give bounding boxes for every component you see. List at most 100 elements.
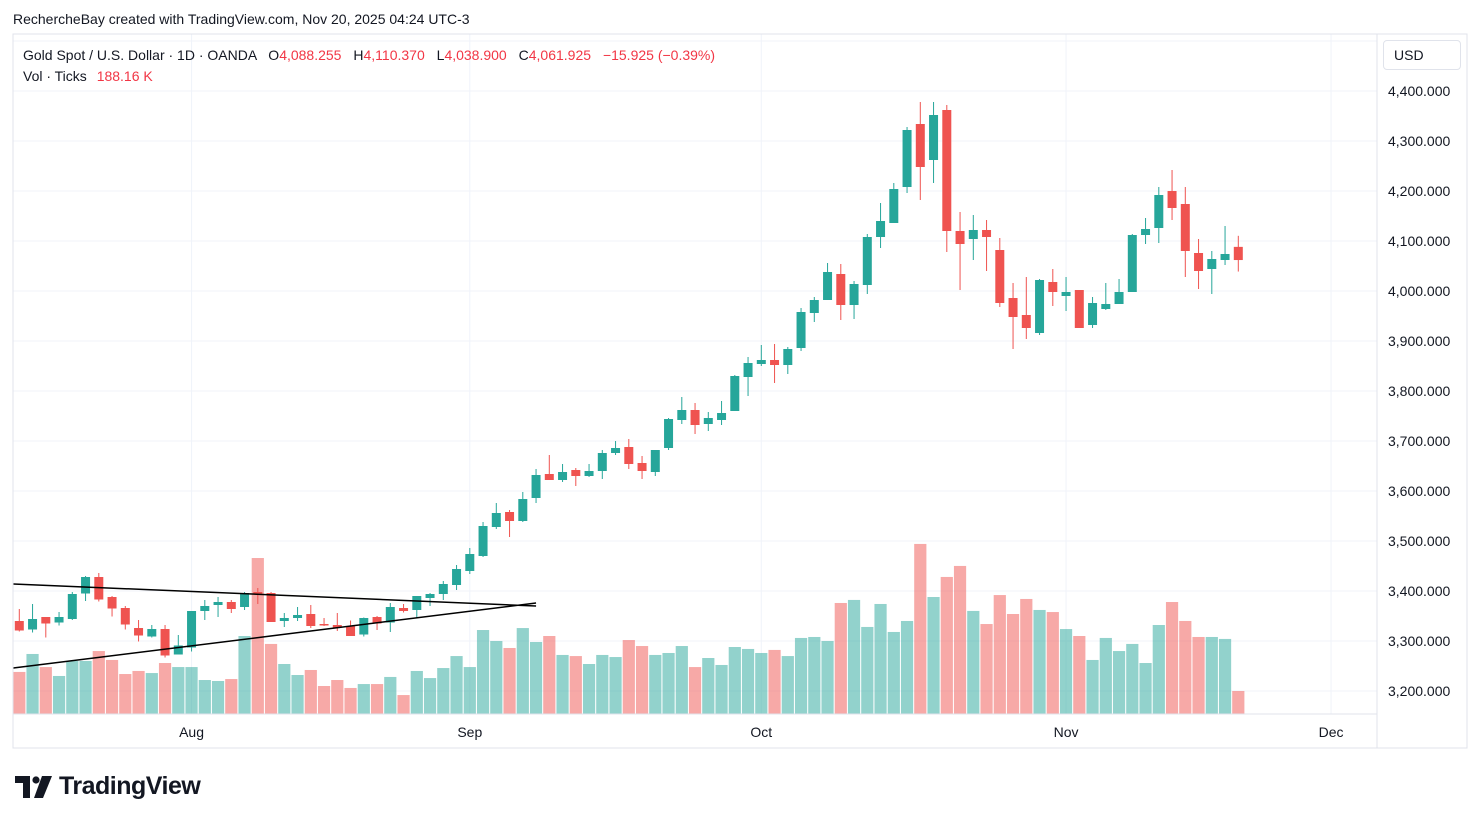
candle-body: [783, 349, 793, 365]
candle-body: [1074, 290, 1084, 328]
candle-body: [293, 615, 303, 618]
candle-body: [1141, 229, 1151, 235]
volume-bar: [1046, 612, 1059, 714]
candle-body: [359, 618, 369, 635]
candle-body: [743, 363, 753, 377]
volume-bar: [741, 648, 755, 714]
price-tick-label: 4,000.000: [1388, 283, 1450, 299]
candle-body: [809, 300, 819, 313]
candle-body: [399, 608, 409, 611]
time-tick-label: Sep: [457, 724, 482, 740]
candle-body: [120, 608, 130, 625]
candle-body: [346, 626, 356, 636]
volume-bar: [238, 636, 251, 714]
price-tick-label: 3,600.000: [1388, 483, 1450, 499]
low-label: L: [436, 47, 445, 63]
candle-body: [690, 410, 700, 425]
volume-bar: [781, 656, 794, 714]
candle-body: [1194, 253, 1204, 271]
volume-bar: [92, 651, 105, 714]
price-tick-label: 4,100.000: [1388, 233, 1450, 249]
high-value: 4,110.370: [363, 47, 425, 63]
candle-body: [14, 621, 24, 631]
candle-body: [558, 472, 568, 480]
candle-body: [531, 475, 541, 498]
volume-bar: [887, 631, 900, 714]
volume-bar: [79, 660, 92, 714]
volume-bar: [66, 660, 79, 714]
volume-bar: [1152, 625, 1165, 714]
volume-bar: [13, 671, 26, 714]
volume-bar: [808, 636, 821, 714]
chart-frame: [12, 33, 1468, 749]
legend-volume: Vol · Ticks 188.16 K: [23, 66, 715, 87]
candle-body: [478, 526, 488, 556]
tradingview-logo[interactable]: TradingView: [15, 772, 201, 801]
symbol-title[interactable]: Gold Spot / U.S. Dollar · 1D · OANDA: [23, 47, 257, 63]
candle-body: [67, 594, 77, 619]
volume-bar: [384, 676, 397, 714]
volume-bar: [1059, 629, 1073, 714]
candle-body: [425, 594, 435, 598]
chart-border: [12, 33, 1468, 749]
volume-bar: [172, 667, 185, 714]
tradingview-logo-icon: [15, 775, 52, 798]
candle-body: [584, 471, 594, 476]
candle-body: [518, 499, 528, 521]
candle-body: [770, 360, 780, 365]
candle-body: [147, 629, 157, 637]
open-value: 4,088.255: [279, 47, 342, 63]
candle-body: [902, 130, 912, 187]
volume-bar: [688, 667, 702, 714]
volume-value: 188.16 K: [96, 68, 153, 84]
open-label: O: [268, 47, 280, 63]
candle-body: [226, 602, 236, 609]
candle-body: [160, 629, 170, 656]
price-tick-label: 4,400.000: [1388, 83, 1450, 99]
volume-bar: [331, 680, 344, 714]
volume-bar: [278, 664, 291, 714]
candle-body: [1220, 254, 1230, 260]
candle-body: [452, 569, 462, 585]
time-axis: Aug Sep Oct Nov Dec: [179, 724, 1343, 740]
candle-body: [876, 221, 886, 237]
candle-body: [213, 602, 223, 605]
trendlines: [13, 583, 537, 669]
currency-button[interactable]: USD: [1383, 40, 1461, 70]
volume-bar: [1205, 636, 1218, 714]
volume-bar: [649, 654, 662, 714]
volume-bar: [1126, 643, 1139, 714]
volume-bar: [529, 641, 543, 714]
candle-body: [81, 577, 91, 594]
candle-body: [173, 645, 183, 655]
volume-bar: [582, 664, 596, 714]
candle-body: [756, 360, 766, 364]
candle-body: [240, 593, 250, 607]
volume-bars: [13, 543, 1245, 714]
volume-bar: [609, 657, 622, 714]
candle-body: [995, 250, 1005, 303]
volume-bar: [490, 641, 503, 714]
candle-body: [372, 617, 382, 624]
candle-body: [412, 596, 422, 610]
candles: [14, 102, 1243, 658]
candle-body: [1101, 304, 1111, 309]
volume-label[interactable]: Vol · Ticks: [23, 68, 87, 84]
volume-bar: [463, 667, 476, 714]
volume-bar: [953, 565, 967, 714]
candle-body: [955, 231, 965, 244]
volume-bar: [370, 684, 384, 714]
candle-body: [1127, 235, 1137, 292]
volume-bar: [556, 654, 569, 714]
price-tick-label: 3,700.000: [1388, 433, 1450, 449]
volume-bar: [821, 641, 834, 714]
candle-body: [332, 625, 342, 628]
candle-body: [862, 237, 872, 285]
volume-bar: [344, 687, 357, 714]
candle-body: [187, 611, 197, 648]
candle-body: [1167, 191, 1177, 208]
candle-body: [505, 512, 515, 521]
price-tick-label: 3,300.000: [1388, 633, 1450, 649]
volume-bar: [847, 599, 861, 714]
